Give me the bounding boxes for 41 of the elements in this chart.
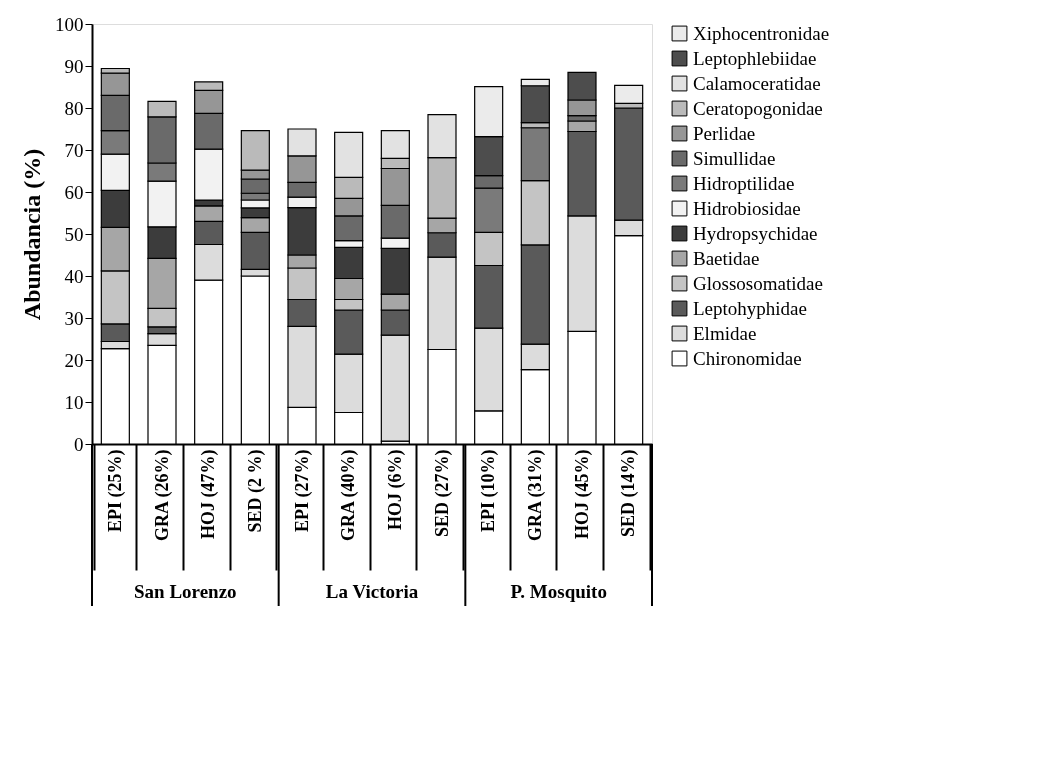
- x-tick-label: SED (2 %): [244, 449, 266, 533]
- x-tick-label: GRA (40%): [338, 449, 360, 541]
- x-tick-label: SED (27%): [431, 449, 453, 538]
- x-tick-label: EPI (27%): [291, 449, 313, 532]
- x-tick-label: EPI (25%): [104, 449, 126, 532]
- legend-label: Chironomidae: [693, 347, 802, 369]
- x-tick-label: GRA (31%): [524, 449, 546, 541]
- y-tick-label: 30: [64, 307, 84, 329]
- y-tick-label: 10: [64, 391, 84, 413]
- y-tick-label: 100: [55, 13, 84, 35]
- legend-label: Perlidae: [693, 122, 756, 144]
- legend-label: Ceratopogonidae: [693, 97, 823, 119]
- y-tick-label: 0: [74, 433, 84, 455]
- legend-label: Hydropsychidae: [693, 222, 818, 244]
- legend-label: Leptohyphidae: [693, 297, 807, 319]
- legend-label: Hidrobiosidae: [693, 197, 801, 219]
- text: P. Mosquito: [510, 581, 607, 602]
- x-tick-label: HOJ (47%): [198, 449, 220, 539]
- x-tick-label: SED (14%): [618, 449, 640, 538]
- y-tick-label: 40: [64, 265, 84, 287]
- text: La Victoria: [325, 581, 419, 602]
- legend-label: Glossosomatidae: [693, 272, 823, 294]
- x-tick-label: EPI (10%): [478, 449, 500, 532]
- legend-label: Xiphocentronidae: [693, 22, 830, 44]
- legend-label: Leptophlebiidae: [693, 47, 817, 69]
- x-tick-label: HOJ (45%): [571, 449, 593, 539]
- legend-label: Simullidae: [693, 147, 776, 169]
- x-tick-label: GRA (26%): [151, 449, 173, 541]
- legend-label: Hidroptilidae: [693, 172, 795, 194]
- text: San Lorenzo: [134, 581, 237, 602]
- y-axis-title: Abundancia (%): [19, 148, 45, 321]
- y-tick-label: 80: [64, 97, 84, 119]
- legend-label: Elmidae: [693, 322, 757, 344]
- y-tick-label: 20: [64, 349, 84, 371]
- legend-label: Calamoceratidae: [693, 72, 821, 94]
- y-tick-label: 50: [64, 223, 84, 245]
- y-tick-label: 70: [64, 139, 84, 161]
- x-tick-label: HOJ (6%): [384, 449, 406, 530]
- y-tick-label: 60: [64, 181, 84, 203]
- y-tick-label: 90: [64, 55, 84, 77]
- legend-label: Baetidae: [693, 247, 760, 269]
